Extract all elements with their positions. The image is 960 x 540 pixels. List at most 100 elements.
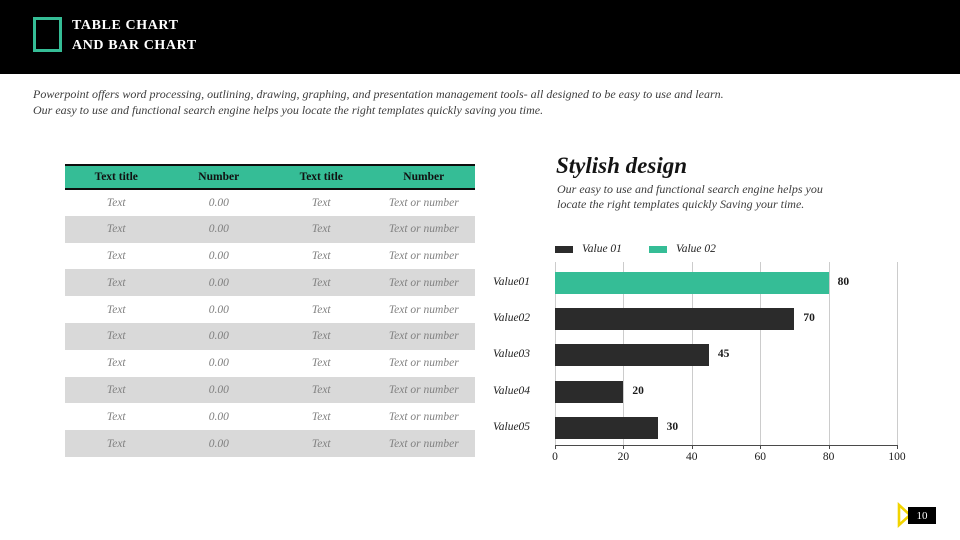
bar-value-label: 70 xyxy=(803,312,815,325)
table-cell: 0.00 xyxy=(208,410,229,423)
legend-item-value01: Value 01 xyxy=(555,243,622,255)
axis-tick xyxy=(760,445,762,449)
axis-tick xyxy=(897,445,898,449)
slide-title-line1: TABLE CHART xyxy=(72,18,179,33)
table-cell: Text xyxy=(106,437,126,450)
bar-value-label: 80 xyxy=(837,276,850,288)
table-cell: Text or number xyxy=(388,410,459,423)
table-cell: 0.00 xyxy=(208,383,229,396)
bar-chart: 0 20 40 60 80 100 Value01 80 Value02 70 Value03 45 V… xyxy=(488,262,938,467)
axis-tick xyxy=(555,445,556,449)
legend-swatch-dark xyxy=(555,245,573,253)
table-cell: Text xyxy=(311,410,331,423)
table-cell: Text or number xyxy=(388,223,459,236)
table-cell: Text xyxy=(106,357,126,370)
table-cell: Text xyxy=(106,303,126,316)
table-cell: Text xyxy=(106,249,126,262)
table-cell: Text or number xyxy=(388,196,459,209)
axis-tick xyxy=(691,445,693,449)
category-label: Value05 xyxy=(493,420,531,433)
x-axis-tick-label: 20 xyxy=(617,451,630,463)
table-cell: Text xyxy=(106,383,126,396)
page-number: 10 xyxy=(908,507,936,524)
legend-label: Value 01 xyxy=(582,243,622,255)
category-label: Value03 xyxy=(493,348,531,361)
bar-value04 xyxy=(555,380,624,403)
slide-title: TABLE CHART AND BAR CHART xyxy=(72,16,197,56)
table-cell: 0.00 xyxy=(208,330,229,343)
table-cell: Text xyxy=(106,223,126,236)
table-cell: Text xyxy=(311,437,331,450)
table-cell: 0.00 xyxy=(208,276,229,289)
table-cell: Text xyxy=(311,303,331,316)
data-table: Text title Number Text title Number Text… xyxy=(65,164,475,457)
table-cell: Text xyxy=(106,276,126,289)
table-cell: Text xyxy=(311,223,331,236)
table-row: Text 0.00 Text Text or number xyxy=(65,296,475,323)
table-cell: 0.00 xyxy=(208,196,229,209)
table-cell: Text xyxy=(311,249,331,262)
table-cell: Text xyxy=(311,276,331,289)
bar-value03 xyxy=(555,344,709,367)
section-title: Stylish design xyxy=(556,153,688,178)
table-cell: Text xyxy=(106,196,126,209)
x-axis-tick-label: 40 xyxy=(686,451,698,463)
bar-value-label: 30 xyxy=(666,420,679,433)
table-row: Text 0.00 Text Text or number xyxy=(65,215,475,243)
table-cell: Text xyxy=(106,330,126,343)
table-cell: 0.00 xyxy=(208,223,229,236)
table-row: Text 0.00 Text Text or number xyxy=(65,269,475,297)
page-flag-icon xyxy=(897,502,912,528)
table-cell: 0.00 xyxy=(208,249,229,262)
axis-tick xyxy=(828,445,830,449)
x-axis-tick-label: 60 xyxy=(754,451,766,463)
slide-title-line2: AND BAR CHART xyxy=(72,38,197,53)
intro-line2: Our easy to use and functional search en… xyxy=(33,102,544,117)
intro-paragraph: Powerpoint offers word processing, outli… xyxy=(33,87,793,118)
table-body: Text 0.00 Text Text or number Text 0.00 Text Te… xyxy=(65,189,475,457)
legend-swatch-teal xyxy=(648,245,667,253)
table-row: Text 0.00 Text Text or number xyxy=(65,243,475,270)
table-cell: 0.00 xyxy=(208,303,229,316)
category-label: Value02 xyxy=(493,312,531,325)
category-label: Value01 xyxy=(493,276,531,288)
chart-gridline xyxy=(897,262,898,445)
table-row: Text 0.00 Text Text or number xyxy=(65,376,475,404)
table-row: Text 0.00 Text Text or number xyxy=(65,189,475,216)
table-cell: Text xyxy=(106,410,126,423)
table-cell: Text or number xyxy=(388,276,459,289)
table-header: Text title Number Text title Number xyxy=(65,164,475,190)
table-row: Text 0.00 Text Text or number xyxy=(65,430,475,457)
table-header-cell: Number xyxy=(167,164,270,190)
x-axis-tick-label: 100 xyxy=(888,451,906,463)
table-cell: Text or number xyxy=(388,437,459,450)
table-cell: Text or number xyxy=(388,330,459,343)
bar-value-label: 20 xyxy=(632,384,644,397)
header-banner: TABLE CHART AND BAR CHART xyxy=(0,0,960,74)
table-cell: Text or number xyxy=(388,383,459,396)
table-header-cell: Number xyxy=(372,164,475,190)
table-cell: Text or number xyxy=(388,249,459,262)
table-cell: Text xyxy=(311,330,331,343)
axis-tick xyxy=(623,445,625,449)
intro-line1: Powerpoint offers word processing, outli… xyxy=(33,87,724,101)
table-cell: Text xyxy=(311,196,331,209)
section-description-line2: locate the right templates quickly Savin… xyxy=(557,197,805,211)
section-description-line1: Our easy to use and functional search en… xyxy=(557,182,823,196)
bar-value05 xyxy=(555,416,658,439)
table-header-cell: Text title xyxy=(65,164,168,190)
table-cell: Text or number xyxy=(388,303,459,316)
legend-item-value02: Value 02 xyxy=(648,243,716,255)
table-row: Text 0.00 Text Text or number xyxy=(65,403,475,430)
table-row: Text 0.00 Text Text or number xyxy=(65,322,475,350)
chart-legend: Value 01 Value 02 xyxy=(555,243,716,255)
x-axis-tick-label: 0 xyxy=(552,451,558,463)
table-cell: Text xyxy=(311,383,331,396)
chart-gridline xyxy=(760,262,762,445)
table-cell: Text or number xyxy=(388,357,459,370)
square-outline-icon xyxy=(33,17,62,52)
table-row: Text 0.00 Text Text or number xyxy=(65,350,475,377)
table-header-cell: Text title xyxy=(270,164,373,190)
chart-gridline xyxy=(828,262,830,445)
